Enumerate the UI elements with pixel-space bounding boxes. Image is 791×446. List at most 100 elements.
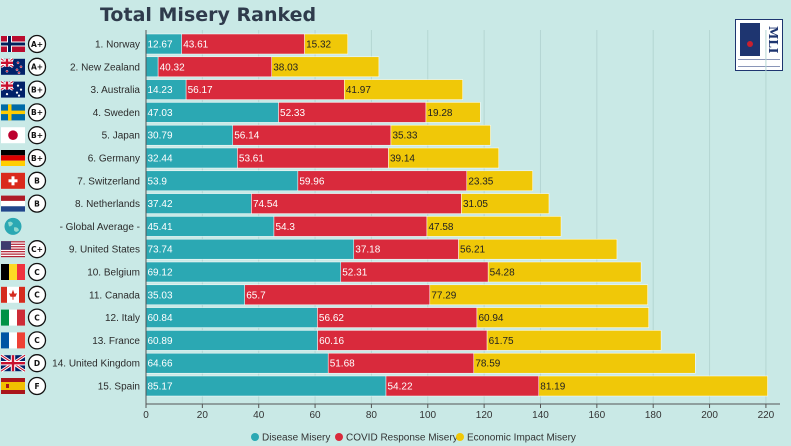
category-label: 9. United States (69, 245, 140, 256)
category-label: 4. Sweden (93, 108, 140, 119)
grade-badge (27, 376, 47, 396)
category-label: 15. Spain (98, 382, 140, 393)
data-label: 19.28 (427, 108, 452, 119)
data-label: 39.14 (390, 154, 415, 165)
data-label: 56.62 (319, 313, 344, 324)
grade-badge (27, 148, 47, 168)
bar-disease-misery-15-spain (145, 375, 387, 397)
bar-disease-misery-10-belgium (145, 261, 342, 283)
mli-logo: MLI (735, 19, 783, 71)
data-label: 59.96 (299, 176, 324, 187)
x-tick-label: 160 (589, 410, 606, 421)
bar-economic-impact-misery-global-average (426, 216, 562, 237)
grade-label: C+ (31, 245, 43, 254)
data-label: 37.18 (355, 245, 380, 256)
x-tick-label: 100 (419, 410, 436, 421)
data-label: 31.05 (463, 199, 488, 210)
data-label: 61.75 (489, 336, 514, 347)
data-label: 37.42 (148, 199, 173, 210)
italy-flag-icon (1, 309, 25, 326)
x-tick-label: 80 (366, 410, 378, 421)
data-label: 35.03 (148, 290, 173, 301)
france-flag-icon (1, 332, 25, 349)
data-label: 47.58 (428, 222, 453, 233)
switzerland-flag-icon (1, 172, 25, 189)
category-label: - Global Average - (60, 222, 140, 233)
grade-badge (27, 354, 47, 373)
data-label: 38.03 (273, 62, 298, 73)
data-label: 35.33 (392, 131, 417, 142)
australia-flag-icon (0, 80, 25, 98)
grade-label: C (34, 313, 40, 322)
grade-label: B+ (31, 131, 43, 140)
bar-disease-misery-14-united-kingdom (145, 352, 329, 374)
bar-economic-impact-misery-14-united-kingdom (473, 352, 696, 374)
maple-leaf-icon (740, 23, 760, 56)
x-tick-label: 140 (532, 410, 549, 421)
japan-flag-icon (1, 127, 25, 144)
grade-badge (27, 171, 47, 190)
bar-economic-impact-misery-10-belgium (487, 261, 642, 283)
grade-badge (27, 57, 47, 76)
data-label: 60.94 (478, 313, 503, 324)
data-label: 56.21 (460, 245, 485, 256)
sweden-flag-icon (1, 104, 25, 121)
grade-badge (27, 285, 47, 304)
x-tick-label: 20 (197, 410, 209, 421)
category-label: 14. United Kingdom (52, 359, 140, 370)
data-label: 47.03 (148, 108, 173, 119)
category-label: 3. Australia (91, 85, 141, 96)
grade-badge (27, 240, 47, 259)
germany-flag-icon (1, 150, 25, 166)
data-label: 30.79 (148, 131, 173, 142)
bar-economic-impact-misery-6-germany (388, 147, 500, 169)
grade-label: B+ (31, 154, 43, 163)
bar-economic-impact-misery-3-australia (344, 79, 463, 100)
x-tick-label: 120 (476, 410, 493, 421)
category-label: 6. Germany (88, 154, 140, 165)
bar-economic-impact-misery-8-netherlands (461, 193, 550, 214)
data-label: 73.74 (148, 245, 173, 256)
bar-disease-misery-7-switzerland (145, 170, 299, 192)
category-label: 2. New Zealand (70, 62, 140, 73)
data-label: 15.32 (306, 40, 331, 51)
new-zealand-flag-icon (0, 57, 25, 75)
category-label: 8. Netherlands (75, 199, 140, 210)
legend-marker-covid-response-misery (335, 433, 343, 441)
grade-badge (27, 262, 47, 282)
data-label: 12.67 (148, 40, 173, 51)
data-label: 65.7 (246, 290, 266, 301)
globe-flag-icon (4, 217, 22, 235)
data-label: 52.33 (280, 108, 305, 119)
category-label: 11. Canada (89, 290, 140, 301)
bar-disease-misery-2-new-zealand (145, 56, 159, 78)
data-label: 52.31 (342, 268, 367, 279)
belgium-flag-icon (1, 264, 25, 280)
grade-badge (27, 308, 47, 327)
grade-label: C (34, 336, 40, 345)
legend-label: Disease Misery (262, 433, 330, 444)
x-tick-label: 0 (143, 410, 149, 421)
grade-label: F (34, 382, 39, 391)
category-label: 5. Japan (102, 131, 140, 142)
data-label: 56.14 (234, 131, 259, 142)
bar-economic-impact-misery-1-norway (304, 33, 349, 55)
data-label: 14.23 (148, 85, 173, 96)
logo-text: MLI (766, 26, 780, 54)
data-label: 69.12 (148, 268, 173, 279)
grade-badge (27, 34, 47, 54)
data-label: 64.66 (148, 359, 173, 370)
data-label: 40.32 (160, 62, 185, 73)
data-label: 41.97 (346, 85, 371, 96)
bar-economic-impact-misery-12-italy (476, 307, 649, 328)
bar-economic-impact-misery-13-france (486, 330, 662, 351)
data-label: 51.68 (330, 359, 355, 370)
data-label: 77.29 (431, 290, 456, 301)
legend-label: COVID Response Misery (346, 433, 458, 444)
data-label: 54.3 (275, 222, 295, 233)
bar-covid-response-misery-global-average (273, 216, 428, 237)
grade-label: B+ (31, 85, 43, 94)
grade-label: A+ (31, 63, 43, 72)
bar-economic-impact-misery-7-switzerland (466, 170, 533, 192)
bar-covid-response-misery-8-netherlands (251, 193, 462, 214)
